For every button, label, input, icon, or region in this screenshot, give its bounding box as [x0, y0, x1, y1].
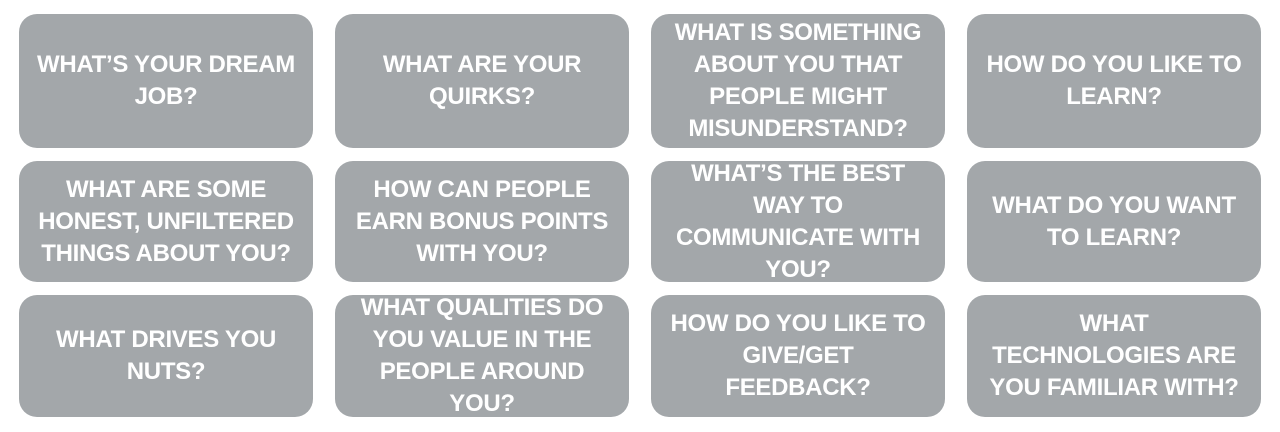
question-text: WHAT’S THE BEST WAY TO COMMUNICATE WITH …: [675, 159, 921, 283]
question-card-grid: WHAT’S YOUR DREAM JOB? WHAT ARE YOUR QUI…: [19, 14, 1261, 417]
question-card-drives-nuts: WHAT DRIVES YOU NUTS?: [19, 295, 313, 417]
question-text: WHAT DO YOU WANT TO LEARN?: [992, 191, 1236, 251]
question-card-how-learn: HOW DO YOU LIKE TO LEARN?: [967, 14, 1261, 148]
question-card-bonus-points: HOW CAN PEOPLE EARN BONUS POINTS WITH YO…: [335, 161, 629, 282]
question-text: HOW CAN PEOPLE EARN BONUS POINTS WITH YO…: [355, 175, 609, 267]
question-card-communicate: WHAT’S THE BEST WAY TO COMMUNICATE WITH …: [651, 160, 945, 283]
question-card-qualities: WHAT QUALITIES DO YOU VALUE IN THE PEOPL…: [335, 294, 629, 417]
question-text: WHAT ARE YOUR QUIRKS?: [382, 51, 582, 110]
question-text: HOW DO YOU LIKE TO GIVE/GET FEEDBACK?: [670, 310, 926, 401]
question-text: WHAT IS SOMETHING ABOUT YOU THAT PEOPLE …: [674, 19, 922, 142]
question-text: WHAT QUALITIES DO YOU VALUE IN THE PEOPL…: [360, 294, 604, 417]
question-text: WHAT ARE SOME HONEST, UNFILTERED THINGS …: [38, 175, 294, 267]
question-text: WHAT’S YOUR DREAM JOB?: [36, 51, 295, 110]
question-text: WHAT TECHNOLOGIES ARE YOU FAMILIAR WITH?: [989, 310, 1239, 401]
question-card-quirks: WHAT ARE YOUR QUIRKS?: [335, 14, 629, 148]
question-text: HOW DO YOU LIKE TO LEARN?: [986, 51, 1242, 110]
question-card-misunderstand: WHAT IS SOMETHING ABOUT YOU THAT PEOPLE …: [651, 14, 945, 148]
question-text: WHAT DRIVES YOU NUTS?: [56, 326, 276, 385]
question-card-feedback: HOW DO YOU LIKE TO GIVE/GET FEEDBACK?: [651, 295, 945, 417]
question-card-dream-job: WHAT’S YOUR DREAM JOB?: [19, 14, 313, 148]
question-card-technologies: WHAT TECHNOLOGIES ARE YOU FAMILIAR WITH?: [967, 295, 1261, 417]
question-card-want-learn: WHAT DO YOU WANT TO LEARN?: [967, 161, 1261, 282]
question-card-honest-things: WHAT ARE SOME HONEST, UNFILTERED THINGS …: [19, 161, 313, 282]
